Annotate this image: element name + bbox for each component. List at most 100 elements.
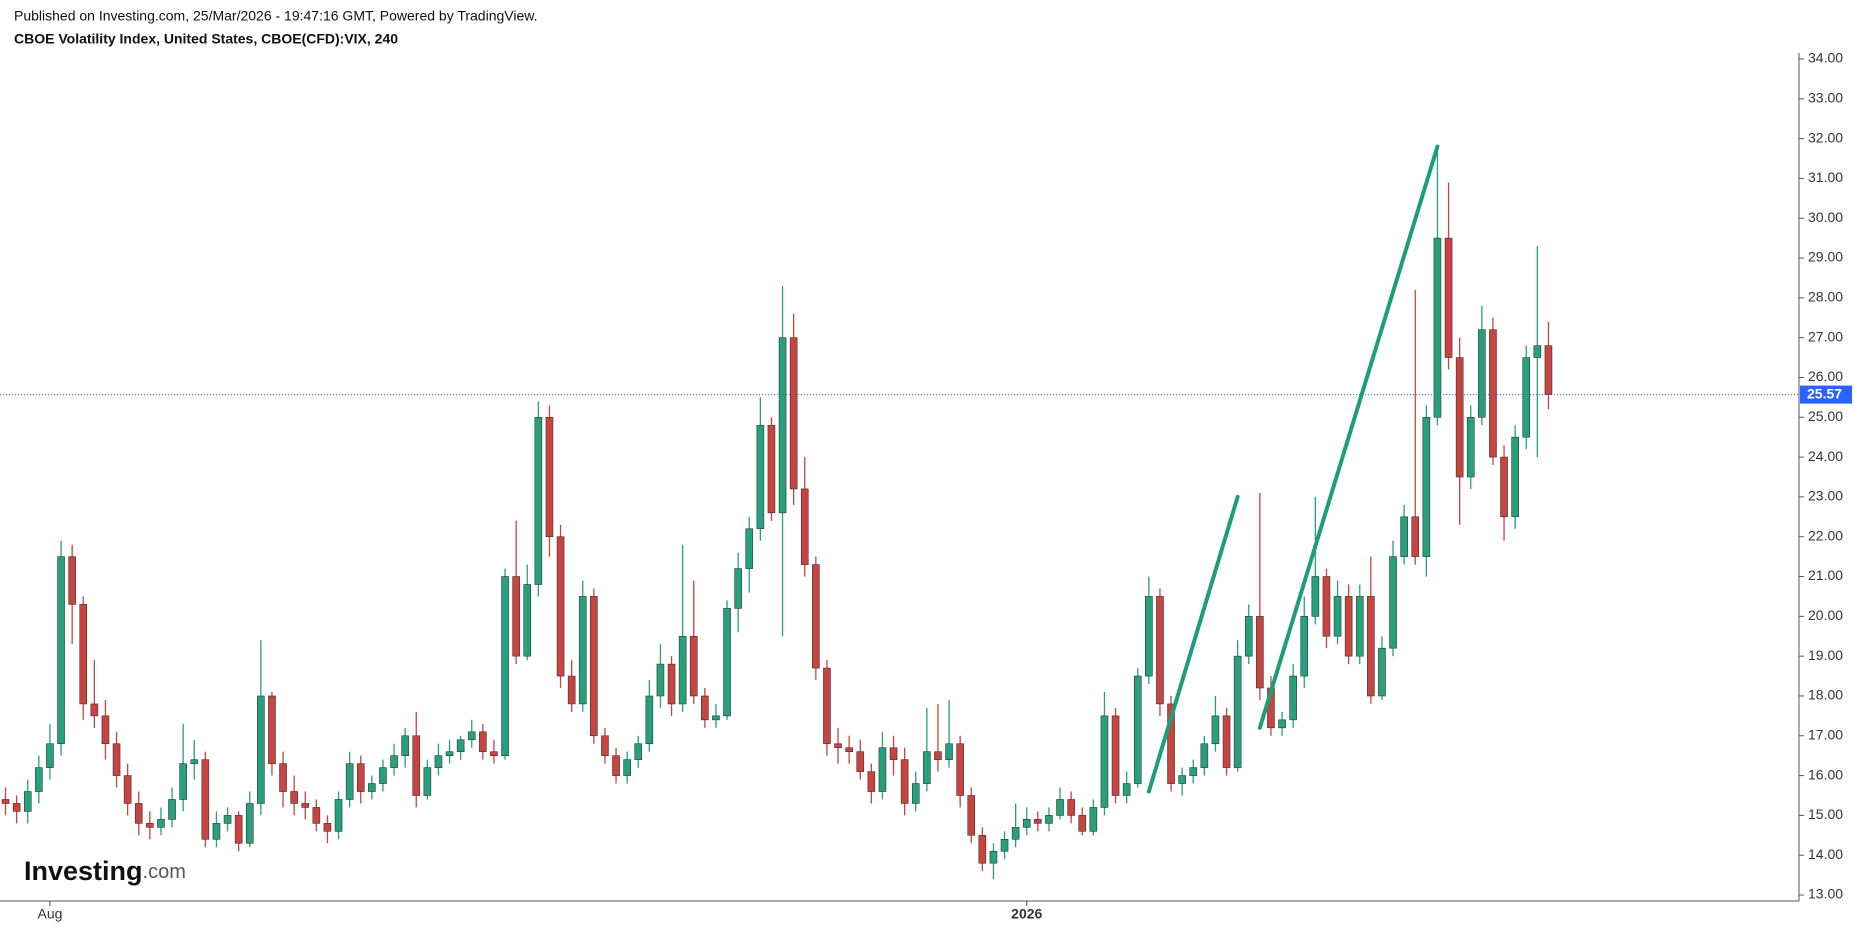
- candle-body: [290, 791, 298, 804]
- candle-body: [223, 815, 232, 824]
- candle-body: [1200, 743, 1209, 768]
- candle-body: [1145, 596, 1153, 677]
- y-tick-label: 14.00: [1808, 846, 1843, 862]
- candle-body: [1466, 416, 1475, 478]
- candle-body: [157, 819, 165, 828]
- candle-body: [101, 715, 110, 745]
- candle-body: [1544, 345, 1553, 395]
- candle-body: [1344, 596, 1353, 657]
- candle-body: [90, 703, 99, 717]
- candle-body: [179, 763, 187, 800]
- trend-line: [1146, 494, 1240, 794]
- candle-body: [978, 835, 987, 864]
- candle-body: [401, 735, 409, 756]
- candle-body: [534, 416, 543, 585]
- candle-body: [1489, 329, 1497, 458]
- candle-body: [689, 635, 698, 697]
- candle-body: [368, 783, 376, 792]
- candle-body: [79, 604, 88, 705]
- candle-body: [745, 528, 754, 569]
- candle-body: [1533, 345, 1542, 358]
- candle-body: [1089, 807, 1098, 832]
- candle-body: [723, 608, 731, 717]
- trend-line: [1257, 144, 1440, 730]
- candle-body: [545, 416, 554, 538]
- candle-body: [1233, 655, 1242, 768]
- candle-body: [623, 759, 631, 776]
- candle-body: [279, 763, 287, 792]
- candle-body: [567, 675, 576, 705]
- y-tick-label: 26.00: [1808, 368, 1843, 384]
- candle-body: [1455, 357, 1464, 478]
- candle-body: [134, 803, 143, 824]
- candle-body: [490, 751, 498, 756]
- candle-body: [767, 424, 776, 514]
- y-tick-label: 17.00: [1808, 726, 1843, 742]
- logo-suffix: .com: [143, 861, 186, 883]
- candle-body: [778, 337, 787, 514]
- candle-body: [1034, 819, 1042, 824]
- candle-body: [1211, 715, 1220, 745]
- candle-body: [1022, 819, 1031, 828]
- y-tick-label: 22.00: [1808, 527, 1843, 543]
- candle-body: [1289, 675, 1297, 721]
- candle-body: [445, 751, 454, 756]
- candle-body: [123, 775, 132, 804]
- candle-body: [1078, 815, 1087, 832]
- candle-body: [1045, 815, 1053, 824]
- candle-body: [867, 771, 876, 792]
- candle-body: [601, 735, 609, 756]
- y-tick-label: 21.00: [1808, 567, 1843, 583]
- candle-body: [1389, 556, 1397, 649]
- candle-body: [257, 695, 265, 804]
- candle-body: [667, 663, 676, 705]
- y-tick-label: 28.00: [1808, 289, 1843, 305]
- x-tick-label: 2026: [1011, 906, 1042, 922]
- candle-body: [212, 823, 221, 840]
- candle-body: [23, 791, 32, 812]
- candle-body: [800, 488, 809, 565]
- candle-body: [35, 767, 43, 792]
- candle-body: [645, 695, 654, 745]
- candle-body: [356, 763, 365, 792]
- candle-body: [1256, 616, 1264, 689]
- y-tick-label: 20.00: [1808, 607, 1843, 623]
- candle-body: [1278, 719, 1286, 729]
- logo: Investing.com: [24, 856, 186, 886]
- y-tick-label: 30.00: [1808, 209, 1843, 225]
- candle-body: [112, 743, 121, 776]
- candle-body: [1056, 799, 1064, 816]
- candle-body: [1422, 416, 1431, 557]
- candle-body: [379, 767, 387, 784]
- candle-body: [1111, 715, 1120, 796]
- candle-body: [967, 795, 976, 836]
- candle-body: [1178, 775, 1186, 784]
- candle-body: [512, 576, 520, 657]
- y-tick-label: 16.00: [1808, 766, 1843, 782]
- candle-body: [590, 596, 598, 737]
- candle-body: [989, 850, 998, 864]
- candle-body: [434, 755, 443, 768]
- candle-body: [390, 755, 398, 768]
- candle-body: [834, 743, 842, 749]
- candle-body: [911, 783, 920, 804]
- candle-body: [334, 799, 343, 832]
- candle-body: [523, 584, 532, 657]
- candle-body: [1367, 596, 1375, 697]
- candle-body: [501, 576, 509, 756]
- candle-body: [823, 667, 831, 745]
- last-price-box: [1800, 385, 1852, 404]
- candle-body: [146, 823, 154, 828]
- candle-body: [756, 424, 765, 530]
- candle-body: [1011, 827, 1020, 840]
- logo-main: Investing: [24, 856, 143, 886]
- candle-body: [479, 731, 487, 753]
- candle-body: [1333, 596, 1342, 637]
- candle-body: [634, 743, 643, 760]
- candle-body: [46, 743, 54, 768]
- symbol-title: CBOE Volatility Index, United States, CB…: [14, 31, 398, 47]
- candle-body: [1433, 237, 1442, 418]
- candle-body: [1378, 647, 1386, 697]
- candle-body: [234, 815, 243, 844]
